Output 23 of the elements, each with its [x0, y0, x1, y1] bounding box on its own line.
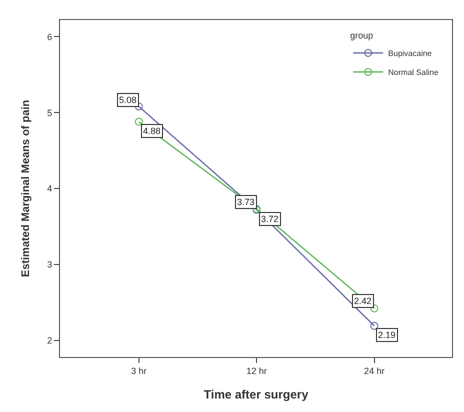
legend-label: Bupivacaine [388, 49, 432, 58]
point [370, 304, 378, 312]
data-label: 3.72 [261, 214, 279, 224]
data-label: 4.88 [143, 126, 161, 136]
y-tick-label: 4 [47, 184, 52, 194]
point [134, 102, 143, 111]
data-label: 2.19 [378, 330, 396, 340]
y-axis-title: Estimated Marginal Means of pain [20, 100, 32, 278]
x-tick-label: 12 hr [246, 366, 267, 376]
x-axis-title: Time after surgery [204, 388, 309, 402]
data-label: 3.73 [237, 197, 255, 207]
data-label: 5.08 [119, 95, 137, 105]
y-tick-label: 3 [47, 260, 52, 270]
data-label: 2.42 [354, 296, 372, 306]
x-tick-label: 3 hr [131, 366, 147, 376]
legend-title: group [350, 30, 374, 40]
y-tick-label: 6 [47, 32, 52, 42]
y-tick-label: 2 [47, 335, 52, 346]
point [134, 118, 143, 126]
legend-label: Normal Saline [388, 68, 439, 78]
y-tick-label: 5 [47, 108, 52, 118]
point [370, 322, 378, 330]
x-tick-label: 24 hr [364, 366, 385, 376]
